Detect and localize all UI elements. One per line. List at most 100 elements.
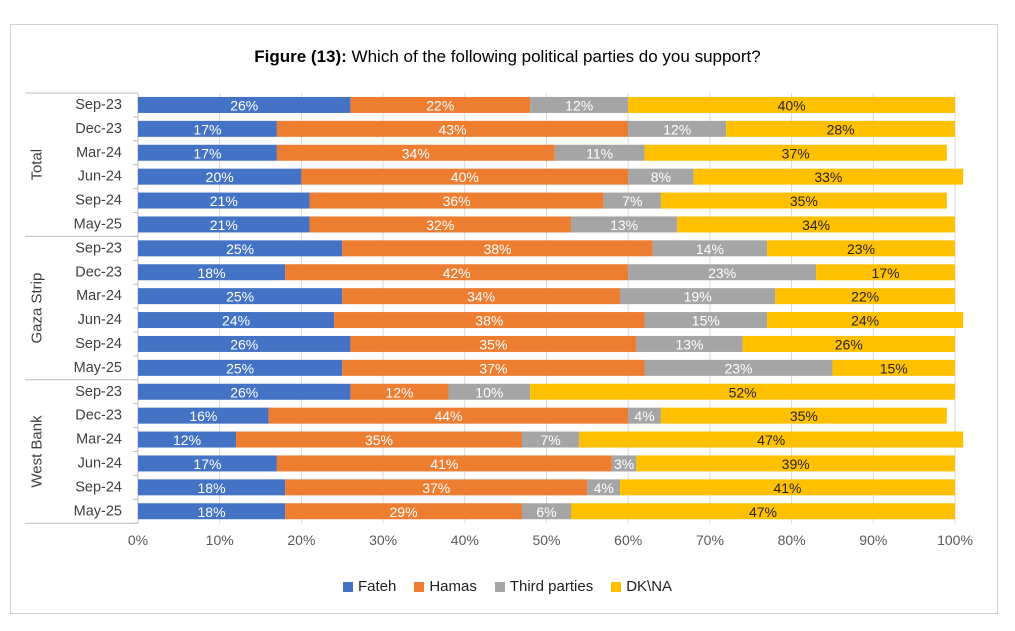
bar-hamas	[285, 479, 588, 496]
data-label: 7%	[622, 193, 642, 209]
row-label: Dec-23	[75, 264, 122, 280]
bar-third-parties	[603, 192, 661, 209]
data-label: 10%	[475, 384, 503, 400]
data-label: 37%	[782, 145, 810, 161]
row-label: Mar-24	[76, 288, 122, 304]
data-label: 44%	[434, 408, 462, 424]
data-label: 8%	[651, 169, 671, 185]
data-label: 16%	[189, 408, 217, 424]
data-label: 25%	[226, 360, 254, 376]
group-label: Total	[29, 149, 46, 181]
bar-fateh	[138, 192, 310, 209]
row-label: Sep-23	[75, 97, 122, 113]
data-label: 12%	[663, 121, 691, 137]
data-label: 19%	[684, 289, 712, 305]
row-label: Sep-24	[75, 336, 122, 352]
legend-item: Hamas	[414, 578, 477, 595]
bar-dk-na	[677, 216, 955, 233]
bar-dk-na	[832, 359, 955, 376]
data-label: 15%	[692, 313, 720, 329]
bar-fateh	[138, 216, 310, 233]
bar-fateh	[138, 431, 237, 448]
group-label: Gaza Strip	[29, 273, 46, 344]
bar-third-parties	[644, 312, 768, 329]
bar-dk-na	[530, 383, 955, 400]
data-label: 28%	[827, 121, 855, 137]
data-label: 22%	[426, 97, 454, 113]
bar-dk-na	[660, 192, 947, 209]
bar-third-parties	[521, 503, 572, 520]
bar-hamas	[268, 407, 629, 424]
data-label: 21%	[210, 193, 238, 209]
bar-fateh	[138, 359, 343, 376]
chart-legend: Fateh Hamas Third parties DK\NA	[0, 578, 1015, 595]
data-label: 38%	[475, 313, 503, 329]
bar-dk-na	[628, 96, 955, 113]
bar-hamas	[350, 335, 637, 352]
bar-third-parties	[628, 264, 817, 281]
data-label: 37%	[422, 480, 450, 496]
bar-fateh	[138, 168, 302, 185]
legend-swatch	[494, 581, 505, 592]
data-label: 17%	[193, 145, 221, 161]
x-tick-label: 100%	[937, 532, 973, 548]
bar-dk-na	[767, 312, 964, 329]
data-label: 12%	[385, 384, 413, 400]
data-label: 40%	[451, 169, 479, 185]
data-label: 26%	[230, 384, 258, 400]
data-label: 17%	[872, 265, 900, 281]
bar-fateh	[138, 383, 351, 400]
data-label: 36%	[443, 193, 471, 209]
x-tick-label: 30%	[369, 532, 397, 548]
bar-dk-na	[579, 431, 964, 448]
x-tick-label: 0%	[128, 532, 148, 548]
data-label: 39%	[782, 456, 810, 472]
data-label: 23%	[847, 241, 875, 257]
bar-hamas	[276, 144, 555, 161]
data-label: 25%	[226, 241, 254, 257]
data-label: 34%	[467, 289, 495, 305]
bar-fateh	[138, 240, 343, 257]
row-label: Jun-24	[78, 312, 122, 328]
x-tick-label: 60%	[614, 532, 642, 548]
data-label: 47%	[749, 504, 777, 520]
bar-third-parties	[620, 288, 776, 305]
row-label: May-25	[74, 360, 122, 376]
row-label: Mar-24	[76, 432, 122, 448]
legend-swatch	[611, 581, 622, 592]
data-label: 3%	[614, 456, 634, 472]
bar-hamas	[276, 120, 629, 137]
bar-dk-na	[660, 407, 947, 424]
bar-fateh	[138, 120, 277, 137]
bar-third-parties	[628, 407, 661, 424]
data-label: 17%	[193, 456, 221, 472]
x-tick-label: 80%	[778, 532, 806, 548]
data-label: 20%	[206, 169, 234, 185]
data-label: 24%	[851, 313, 879, 329]
bar-fateh	[138, 455, 277, 472]
bar-fateh	[138, 407, 269, 424]
legend-label: DK\NA	[626, 578, 673, 595]
bar-third-parties	[587, 479, 621, 496]
data-label: 22%	[851, 289, 879, 305]
bar-fateh	[138, 264, 286, 281]
x-tick-label: 20%	[287, 532, 315, 548]
data-label: 43%	[439, 121, 467, 137]
bar-fateh	[138, 503, 286, 520]
bar-dk-na	[636, 455, 955, 472]
bar-dk-na	[742, 335, 955, 352]
data-label: 11%	[586, 145, 613, 161]
bar-third-parties	[448, 383, 531, 400]
data-label: 34%	[802, 217, 830, 233]
data-label: 21%	[210, 217, 238, 233]
data-label: 47%	[757, 432, 785, 448]
bar-hamas	[276, 455, 612, 472]
row-label: Sep-23	[75, 240, 122, 256]
data-label: 13%	[675, 336, 703, 352]
bar-fateh	[138, 144, 277, 161]
data-label: 18%	[198, 504, 226, 520]
data-label: 4%	[634, 408, 654, 424]
bar-third-parties	[628, 120, 727, 137]
row-label: Dec-23	[75, 121, 122, 137]
data-label: 35%	[790, 408, 818, 424]
